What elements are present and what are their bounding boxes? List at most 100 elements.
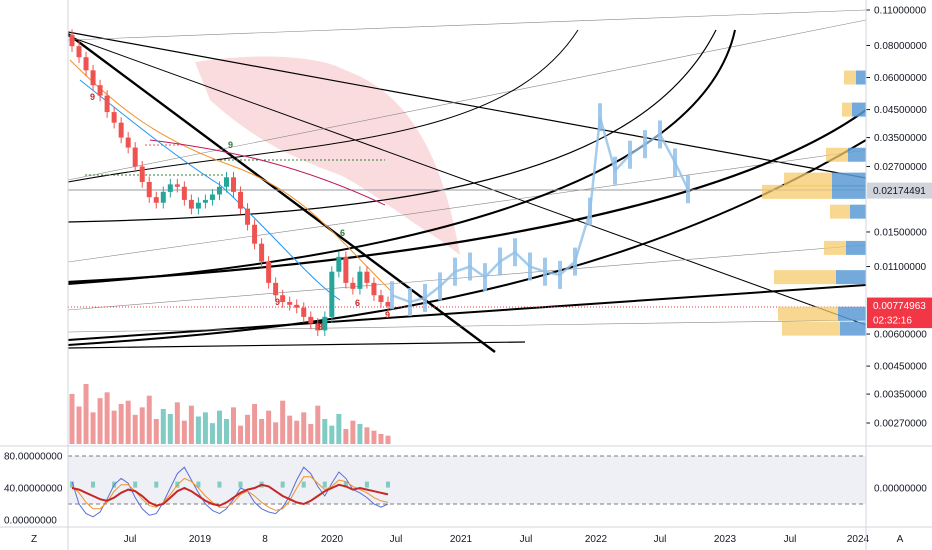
- price-axis[interactable]: 0.11000000 0.08000000 0.06000000 0.04500000…: [866, 6, 932, 430]
- time-axis-corner-right[interactable]: A: [897, 534, 904, 545]
- candle-body[interactable]: [294, 304, 300, 308]
- trend-line[interactable]: [67, 244, 867, 311]
- candle-body[interactable]: [378, 295, 384, 302]
- trend-line[interactable]: [67, 31, 867, 179]
- volume-bar[interactable]: [231, 407, 237, 444]
- candle-body[interactable]: [287, 301, 293, 305]
- arc-line[interactable]: [67, 139, 867, 346]
- volume-bar[interactable]: [216, 410, 222, 444]
- volume-bar[interactable]: [188, 405, 194, 444]
- volume-bar[interactable]: [83, 384, 89, 444]
- trend-line[interactable]: [67, 35, 867, 326]
- trend-line[interactable]: [67, 341, 526, 349]
- volume-bar[interactable]: [315, 405, 321, 444]
- candle-body[interactable]: [139, 166, 145, 182]
- candle-body[interactable]: [231, 177, 237, 192]
- candle-body[interactable]: [223, 177, 229, 187]
- volume-bar[interactable]: [153, 419, 159, 444]
- candle-body[interactable]: [132, 147, 138, 167]
- candle-body[interactable]: [209, 194, 215, 200]
- candle-body[interactable]: [111, 112, 117, 123]
- candle-body[interactable]: [357, 271, 363, 289]
- volume-bar[interactable]: [223, 419, 229, 444]
- candle-body[interactable]: [280, 295, 286, 302]
- candle-body[interactable]: [336, 256, 342, 272]
- volume-bar[interactable]: [364, 427, 370, 444]
- volume-bar[interactable]: [146, 395, 152, 444]
- arc-line[interactable]: [67, 29, 579, 183]
- candle-body[interactable]: [216, 186, 222, 195]
- trend-line[interactable]: [67, 9, 867, 41]
- volume-bar[interactable]: [350, 420, 356, 444]
- candle-body[interactable]: [118, 122, 124, 138]
- candle-body[interactable]: [69, 34, 75, 47]
- candle-body[interactable]: [202, 199, 208, 203]
- trend-line[interactable]: [67, 319, 867, 333]
- volume-bar[interactable]: [139, 407, 145, 444]
- volume-bar[interactable]: [343, 429, 349, 444]
- volume-bar[interactable]: [252, 404, 258, 444]
- candle-body[interactable]: [195, 202, 201, 209]
- candle-body[interactable]: [167, 184, 173, 192]
- candle-body[interactable]: [146, 181, 152, 198]
- candle-body[interactable]: [245, 208, 251, 225]
- volume-bar[interactable]: [287, 415, 293, 444]
- volume-bar[interactable]: [301, 412, 307, 444]
- volume-bar[interactable]: [174, 402, 180, 444]
- volume-bar[interactable]: [202, 412, 208, 444]
- candle-body[interactable]: [273, 282, 279, 296]
- volume-bar[interactable]: [322, 419, 328, 444]
- candle-body[interactable]: [252, 224, 258, 244]
- volume-bar[interactable]: [336, 414, 342, 444]
- trend-line[interactable]: [67, 284, 867, 341]
- candle-body[interactable]: [174, 184, 180, 187]
- volume-bar[interactable]: [259, 419, 265, 444]
- candle-body[interactable]: [343, 256, 349, 283]
- candle-body[interactable]: [259, 243, 265, 262]
- candle-body[interactable]: [364, 271, 370, 283]
- candle-body[interactable]: [160, 191, 166, 203]
- candle-body[interactable]: [350, 282, 356, 289]
- volume-bar[interactable]: [273, 422, 279, 444]
- volume-bar[interactable]: [294, 420, 300, 444]
- volume-bar[interactable]: [329, 425, 335, 444]
- candle-body[interactable]: [90, 70, 96, 86]
- arc-line[interactable]: [67, 29, 717, 223]
- volume-bar[interactable]: [104, 392, 110, 444]
- candle-body[interactable]: [266, 261, 272, 283]
- candle-body[interactable]: [188, 199, 194, 209]
- candle-body[interactable]: [301, 307, 307, 317]
- trend-line[interactable]: [67, 149, 867, 263]
- time-axis[interactable]: Jul 2019 8 2020 Jul 2021 Jul 2022 Jul 2023 Jul 2024…: [31, 534, 904, 545]
- volume-bar[interactable]: [371, 430, 377, 444]
- candle-body[interactable]: [329, 271, 335, 317]
- volume-bar[interactable]: [167, 414, 173, 444]
- volume-bar[interactable]: [160, 409, 166, 444]
- volume-bar[interactable]: [90, 412, 96, 444]
- main-pane[interactable]: 9 9 6 9 6 8 9: [67, 9, 867, 445]
- candle-body[interactable]: [238, 191, 244, 209]
- volume-bar[interactable]: [245, 414, 251, 444]
- candle-body[interactable]: [76, 46, 82, 58]
- volume-bar[interactable]: [76, 406, 82, 445]
- volume-bar[interactable]: [357, 424, 363, 444]
- volume-bar[interactable]: [280, 400, 286, 444]
- volume-bar[interactable]: [378, 434, 384, 444]
- volume-bar[interactable]: [238, 425, 244, 444]
- candle-body[interactable]: [104, 95, 110, 113]
- candle-body[interactable]: [308, 316, 314, 324]
- candle-body[interactable]: [181, 186, 187, 200]
- arc-line[interactable]: [67, 29, 736, 285]
- candle-body[interactable]: [385, 301, 391, 307]
- candle-body[interactable]: [125, 137, 131, 148]
- volume-bar[interactable]: [97, 398, 103, 444]
- candle-body[interactable]: [315, 323, 321, 331]
- volume-bar[interactable]: [118, 404, 124, 444]
- candle-body[interactable]: [322, 316, 328, 331]
- volume-bar[interactable]: [385, 435, 391, 444]
- candle-body[interactable]: [153, 197, 159, 203]
- candle-body[interactable]: [371, 282, 377, 296]
- time-axis-corner-left[interactable]: Z: [31, 534, 37, 545]
- volume-bar[interactable]: [266, 410, 272, 444]
